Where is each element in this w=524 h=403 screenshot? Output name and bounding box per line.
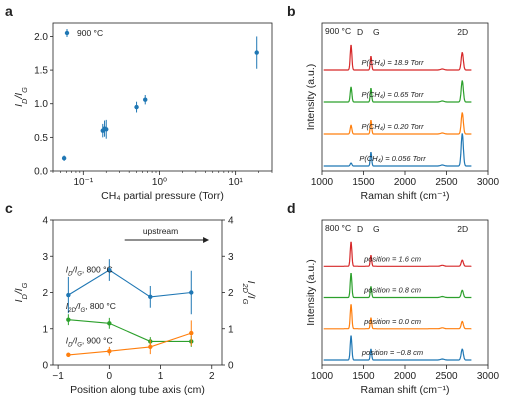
x-tick-label: 10¹: [228, 177, 243, 188]
x-tick-label: 2500: [435, 177, 458, 188]
spectrum-line: [323, 112, 472, 135]
x-tick-label: 1000: [311, 177, 334, 188]
spectrum-line: [323, 133, 472, 167]
panel-label-d: d: [287, 200, 296, 216]
series-label: ID/IG, 900 °C: [66, 335, 113, 348]
x-tick-label: 1: [158, 371, 164, 382]
spectrum-line: [323, 80, 472, 103]
x-tick-label: −1: [52, 371, 64, 382]
x-tick-label: 2000: [394, 177, 417, 188]
temperature-label: 800 °C: [325, 223, 351, 233]
data-point: [143, 97, 148, 102]
spectrum-label: position = 0.8 cm: [363, 286, 421, 295]
data-point: [61, 156, 67, 161]
peak-label-D: D: [357, 27, 363, 37]
legend-label: 900 °C: [77, 28, 103, 38]
y-tick-label-right: 1: [228, 324, 234, 335]
panel-label-b: b: [287, 3, 296, 19]
series-label: I2D/IG, 800 °C: [66, 301, 116, 314]
x-tick-label: 10⁻¹: [73, 177, 93, 188]
data-point: [189, 330, 194, 336]
peak-label-D: D: [357, 224, 363, 234]
x-tick-label: 1500: [352, 177, 375, 188]
y-tick-label-left: 1: [42, 324, 48, 335]
data-point: [134, 104, 139, 110]
upstream-arrow-head: [203, 237, 210, 243]
y-axis-label: Intensity (a.u.): [305, 64, 317, 131]
y-tick-label-right: 3: [228, 252, 234, 263]
x-tick-label: 3000: [477, 371, 500, 382]
y-tick-label-left: 3: [42, 252, 48, 263]
x-axis-label: Raman shift (cm⁻¹): [361, 190, 450, 202]
data-point: [148, 344, 153, 350]
y-tick-label: 1.5: [34, 66, 48, 77]
spectrum-line: [323, 273, 472, 299]
spectrum-label: position = 0.0 cm: [363, 317, 421, 326]
data-point: [107, 349, 112, 354]
y-tick-label-right: 0: [228, 361, 234, 372]
y-tick-label: 1.0: [34, 99, 48, 110]
series-line: [68, 332, 192, 356]
panel-label-a: a: [5, 3, 13, 19]
data-point: [107, 267, 112, 273]
y-tick-label: 2.0: [34, 32, 48, 43]
y-tick-label-right: 4: [228, 216, 234, 227]
spectrum-line: [323, 335, 472, 361]
y-axis-label: Intensity (a.u.): [305, 259, 317, 326]
y-tick-label-left: 2: [42, 288, 48, 299]
spectrum-label: position = 1.6 cm: [363, 254, 421, 263]
data-point: [107, 321, 112, 326]
data-point: [148, 294, 153, 300]
upstream-label: upstream: [143, 226, 178, 236]
x-axis-label: Raman shift (cm⁻¹): [361, 384, 450, 396]
x-tick-label: 2500: [435, 371, 458, 382]
x-tick-label: 1000: [311, 371, 334, 382]
data-point: [189, 290, 194, 295]
data-point: [104, 127, 109, 132]
y-tick-label: 0.5: [34, 133, 48, 144]
x-tick-label: 10⁰: [152, 177, 167, 188]
x-tick-label: 3000: [477, 177, 500, 188]
spectrum-line: [323, 304, 472, 330]
x-tick-label: 2: [209, 371, 215, 382]
y-tick-label-left: 4: [42, 216, 48, 227]
spectrum-line: [323, 44, 472, 71]
data-point: [66, 292, 71, 298]
y-axis-label-left: ID/IG: [13, 282, 29, 302]
y-tick-label: 0.0: [34, 167, 48, 178]
series-line: [68, 269, 192, 298]
panel-label-c: c: [5, 200, 13, 216]
data-point: [254, 50, 259, 55]
x-tick-label: 2000: [394, 371, 417, 382]
x-tick-label: 0: [107, 371, 113, 382]
peak-label-G: G: [373, 27, 380, 37]
x-axis-label: Position along tube axis (cm): [70, 384, 205, 396]
data-point: [66, 352, 71, 358]
series-label: ID/IG, 800 °C: [66, 265, 113, 278]
y-axis-label-right: I2D/IG: [242, 281, 258, 305]
spectrum-label: P(CH₄) = 0.056 Torr: [359, 154, 426, 163]
series-line: [68, 319, 192, 342]
y-axis-label: ID/IG: [13, 87, 29, 107]
spectrum-label: P(CH₄) = 0.20 Torr: [361, 122, 424, 131]
peak-label-2D: 2D: [457, 27, 468, 37]
spectrum-label: position = −0.8 cm: [361, 348, 423, 357]
x-axis-label: CH₄ partial pressure (Torr): [101, 190, 224, 202]
x-tick-label: 1500: [352, 371, 375, 382]
data-point: [66, 317, 71, 322]
peak-label-2D: 2D: [457, 224, 468, 234]
peak-label-G: G: [373, 224, 380, 234]
temperature-label: 900 °C: [325, 26, 351, 36]
y-tick-label-right: 2: [228, 288, 234, 299]
y-tick-label-left: 0: [42, 361, 48, 372]
panel-a-frame: [52, 22, 273, 172]
spectrum-line: [323, 241, 472, 267]
spectrum-label: P(CH₄) = 18.9 Torr: [361, 58, 424, 67]
spectrum-label: P(CH₄) = 0.65 Torr: [361, 90, 424, 99]
